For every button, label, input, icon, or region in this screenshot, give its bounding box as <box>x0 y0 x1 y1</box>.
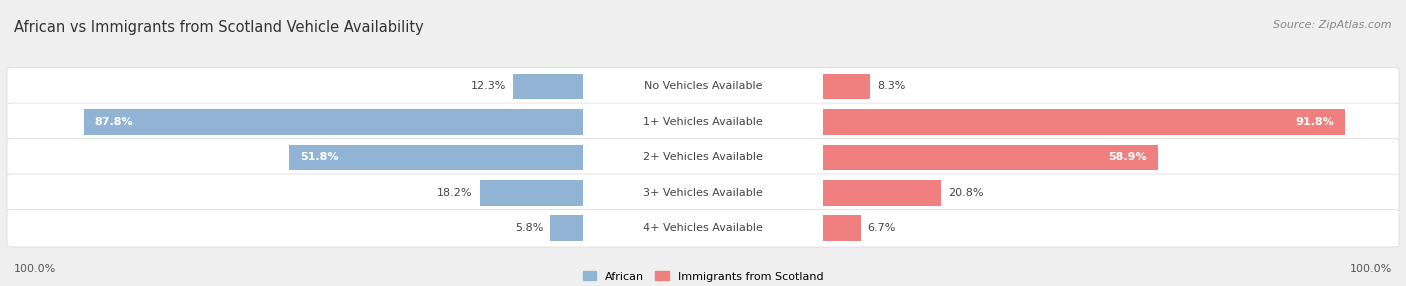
FancyBboxPatch shape <box>7 209 1399 247</box>
Bar <box>823 109 1346 135</box>
Text: 5.8%: 5.8% <box>515 223 544 233</box>
Text: 87.8%: 87.8% <box>94 117 134 127</box>
Bar <box>513 74 583 99</box>
Text: African vs Immigrants from Scotland Vehicle Availability: African vs Immigrants from Scotland Vehi… <box>14 20 423 35</box>
Bar <box>823 74 870 99</box>
Text: 12.3%: 12.3% <box>471 82 506 91</box>
FancyBboxPatch shape <box>7 138 1399 176</box>
Text: Source: ZipAtlas.com: Source: ZipAtlas.com <box>1274 20 1392 30</box>
Text: 58.9%: 58.9% <box>1108 152 1147 162</box>
Text: 20.8%: 20.8% <box>948 188 983 198</box>
Legend: African, Immigrants from Scotland: African, Immigrants from Scotland <box>578 267 828 286</box>
Text: 100.0%: 100.0% <box>14 264 56 274</box>
Text: 51.8%: 51.8% <box>299 152 339 162</box>
Text: 18.2%: 18.2% <box>437 188 472 198</box>
Text: 4+ Vehicles Available: 4+ Vehicles Available <box>643 223 763 233</box>
Text: 6.7%: 6.7% <box>868 223 896 233</box>
Text: 2+ Vehicles Available: 2+ Vehicles Available <box>643 152 763 162</box>
Bar <box>288 144 583 170</box>
Bar <box>823 144 1159 170</box>
Text: 3+ Vehicles Available: 3+ Vehicles Available <box>643 188 763 198</box>
Text: 100.0%: 100.0% <box>1350 264 1392 274</box>
Text: 8.3%: 8.3% <box>877 82 905 91</box>
Bar <box>551 215 583 241</box>
Bar <box>479 180 583 206</box>
Bar <box>83 109 583 135</box>
FancyBboxPatch shape <box>7 174 1399 212</box>
Text: 1+ Vehicles Available: 1+ Vehicles Available <box>643 117 763 127</box>
Text: 91.8%: 91.8% <box>1295 117 1334 127</box>
FancyBboxPatch shape <box>7 103 1399 141</box>
Text: No Vehicles Available: No Vehicles Available <box>644 82 762 91</box>
Bar <box>823 180 941 206</box>
Bar <box>823 215 860 241</box>
FancyBboxPatch shape <box>7 67 1399 105</box>
